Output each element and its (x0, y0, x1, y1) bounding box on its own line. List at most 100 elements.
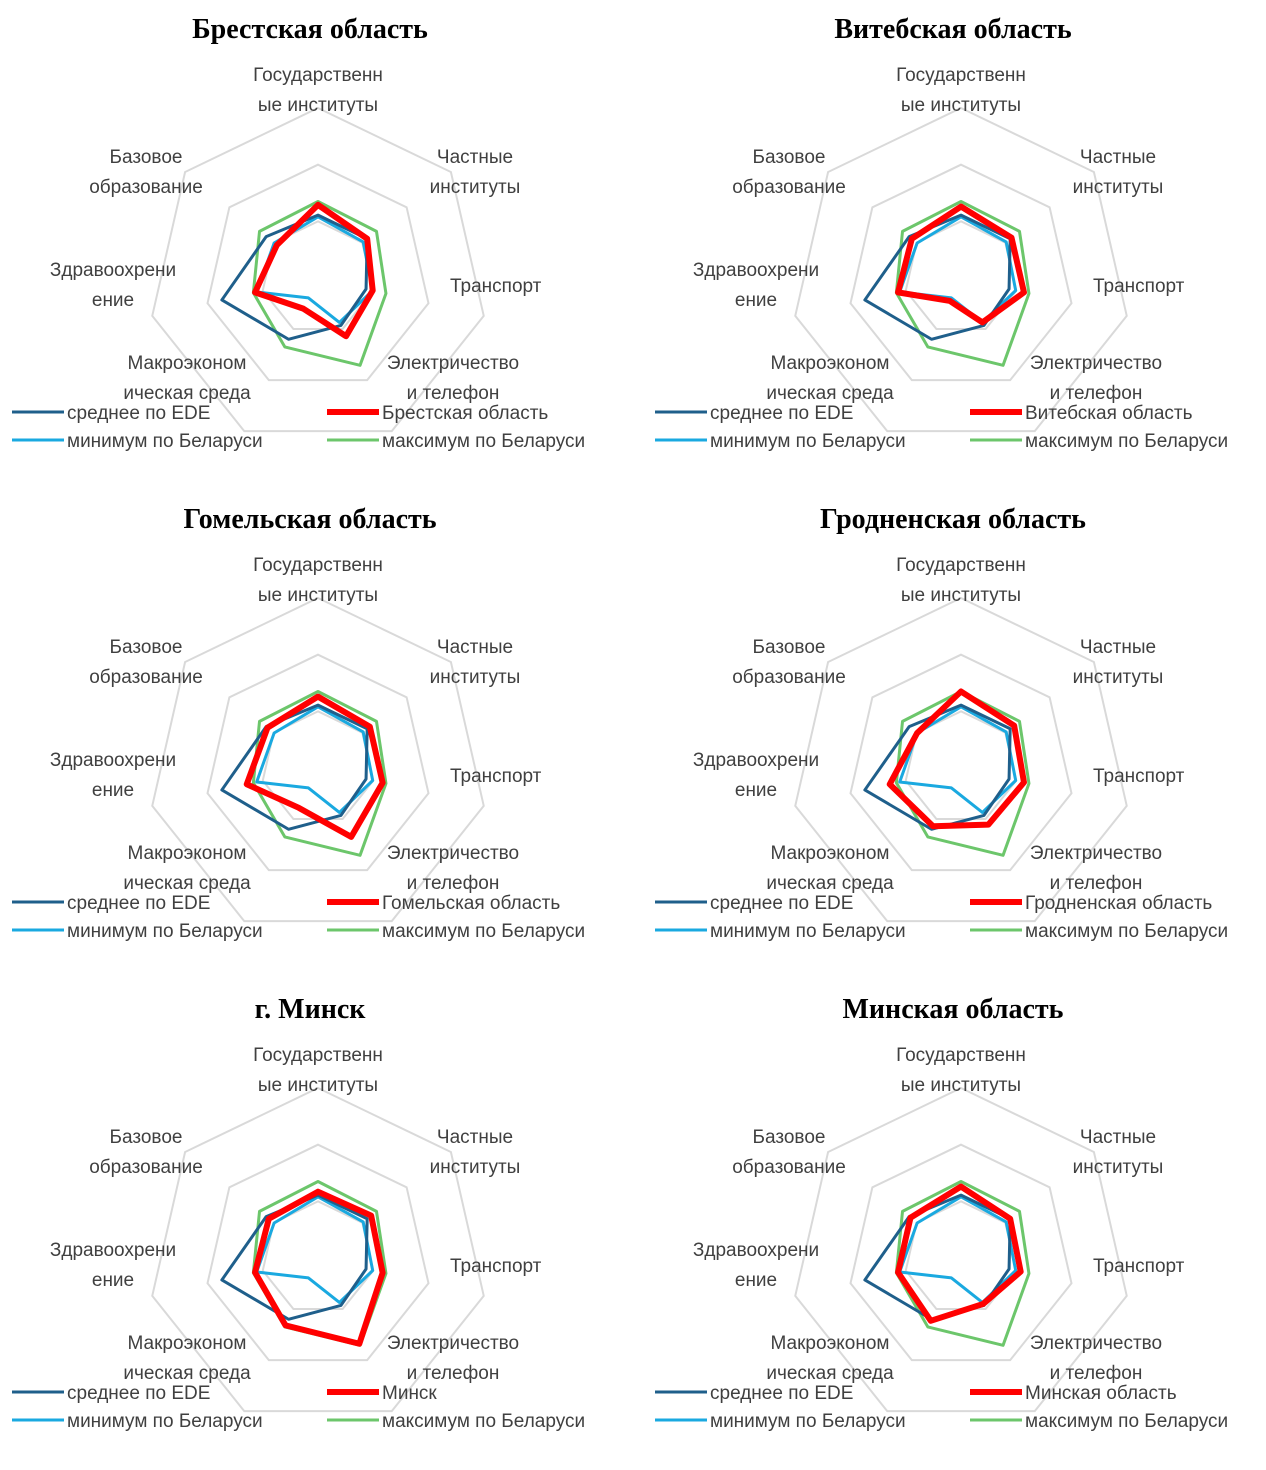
grid-ring (849, 1143, 1073, 1362)
grid-ring (151, 596, 485, 923)
axis-label: ическая среда (766, 1363, 894, 1384)
axis-label: ение (92, 1270, 134, 1291)
legend-label-edf: среднее по EDE (67, 403, 210, 424)
axis-label: Базовое (110, 637, 183, 658)
radar-panel-minsk-region: Минская область Государственн ые институты… (643, 980, 1266, 1470)
axis-label: образование (732, 1157, 846, 1178)
max-series-line (894, 690, 1031, 857)
axis-label: Электричество (387, 843, 519, 864)
axis-label: Макроэконом (771, 1333, 890, 1354)
axis-label: Транспорт (450, 766, 542, 787)
region-series-line (886, 688, 1027, 830)
axis-label: ение (735, 780, 777, 801)
legend-label-min: минимум по Беларуси (710, 921, 906, 942)
axis-label: ение (735, 290, 777, 311)
grid-ring (206, 1143, 430, 1362)
axis-label: Частные (437, 637, 513, 658)
axis-label: Электричество (1030, 353, 1162, 374)
radar-chart-minsk-region: Минская область Государственн ые институты… (655, 994, 1228, 1432)
radar-panel-minsk-city: г. Минск Государственн ые институты Частные… (0, 980, 633, 1470)
grid-ring (794, 106, 1128, 433)
axis-label: Транспорт (1093, 766, 1185, 787)
legend-label-max: максимум по Беларуси (1025, 1411, 1228, 1432)
axis-label: Базовое (753, 147, 826, 168)
axis-label: ическая среда (123, 1363, 251, 1384)
axis-label: ение (92, 290, 134, 311)
axis-label: Здравоохрени (693, 260, 819, 281)
axis-label: Макроэконом (771, 843, 890, 864)
axis-label: Макроэконом (128, 843, 247, 864)
legend-label-edf: среднее по EDE (67, 1383, 210, 1404)
legend-label-max: максимум по Беларуси (382, 1411, 585, 1432)
axis-label: Электричество (387, 1333, 519, 1354)
legend-label-region: Витебская область (1025, 403, 1193, 424)
axis-label: Здравоохрени (50, 750, 176, 771)
legend-label-edf: среднее по EDE (67, 893, 210, 914)
axis-label: Государственн (896, 1045, 1026, 1066)
radar-panel-gomel: Гомельская область Государственн ые инстит… (0, 490, 633, 980)
axis-label: Базовое (753, 1127, 826, 1148)
axis-label: ение (92, 780, 134, 801)
axis-label: институты (1073, 177, 1164, 198)
min-series-line (255, 1195, 375, 1304)
edf-series-line (863, 703, 1012, 831)
max-series-line (251, 200, 388, 367)
region-series-line (252, 1188, 386, 1347)
axis-label: ые институты (901, 585, 1021, 606)
axis-label: образование (89, 1157, 203, 1178)
legend-label-region: Брестская область (382, 403, 548, 424)
radar-panel-brest: Брестская область Государственн ые институ… (0, 0, 633, 490)
chart-title: Минская область (843, 994, 1064, 1025)
grid-ring (151, 1086, 485, 1413)
region-series-line (252, 201, 376, 340)
axis-label: ическая среда (766, 873, 894, 894)
axis-label: образование (89, 177, 203, 198)
axis-label: Транспорт (450, 276, 542, 297)
axis-label: Электричество (1030, 1333, 1162, 1354)
legend-label-max: максимум по Беларуси (1025, 921, 1228, 942)
axis-label: образование (732, 177, 846, 198)
axis-label: Частные (1080, 1127, 1156, 1148)
chart-legend: среднее по EDE Гомельская область минимум … (12, 893, 585, 942)
legend-label-min: минимум по Беларуси (710, 1411, 906, 1432)
axis-label: институты (1073, 1157, 1164, 1178)
legend-label-max: максимум по Беларуси (1025, 431, 1228, 452)
axis-label: образование (732, 667, 846, 688)
region-series-line (895, 1183, 1024, 1324)
radar-chart-gomel: Гомельская область Государственн ые инстит… (12, 504, 585, 942)
axis-label: Базовое (753, 637, 826, 658)
axis-label: Частные (1080, 147, 1156, 168)
chart-title: Гомельская область (183, 504, 436, 535)
region-series-line (895, 203, 1027, 326)
axis-label: Макроэконом (128, 353, 247, 374)
axis-label: институты (1073, 667, 1164, 688)
radar-chart-minsk-city: г. Минск Государственн ые институты Частные… (12, 994, 585, 1432)
axis-label: Транспорт (450, 1256, 542, 1277)
grid-ring (794, 596, 1128, 923)
chart-title: Брестская область (192, 14, 428, 45)
legend-label-region: Гродненская область (1025, 893, 1212, 914)
axis-label: Государственн (253, 555, 383, 576)
legend-label-region: Минск (382, 1383, 437, 1404)
legend-label-min: минимум по Беларуси (67, 431, 263, 452)
radar-chart-brest: Брестская область Государственн ые институ… (12, 14, 585, 452)
axis-label: Государственн (896, 555, 1026, 576)
axis-label: и телефон (1050, 1363, 1143, 1384)
axis-label: ые институты (901, 95, 1021, 116)
axis-label: и телефон (1050, 873, 1143, 894)
axis-label: и телефон (407, 873, 500, 894)
edf-series-line (863, 213, 1012, 341)
axis-label: и телефон (407, 383, 500, 404)
min-series-line (255, 705, 375, 814)
max-series-line (251, 690, 388, 857)
axis-label: Макроэконом (128, 1333, 247, 1354)
axis-label: Государственн (253, 65, 383, 86)
axis-label: ые институты (258, 95, 378, 116)
axis-label: Базовое (110, 147, 183, 168)
axis-label: Частные (1080, 637, 1156, 658)
grid-ring (849, 163, 1073, 382)
grid-ring (794, 1086, 1128, 1413)
axis-label: ение (735, 1270, 777, 1291)
edf-series-line (220, 703, 369, 831)
chart-legend: среднее по EDE Минск минимум по Беларуси ма… (12, 1383, 585, 1432)
